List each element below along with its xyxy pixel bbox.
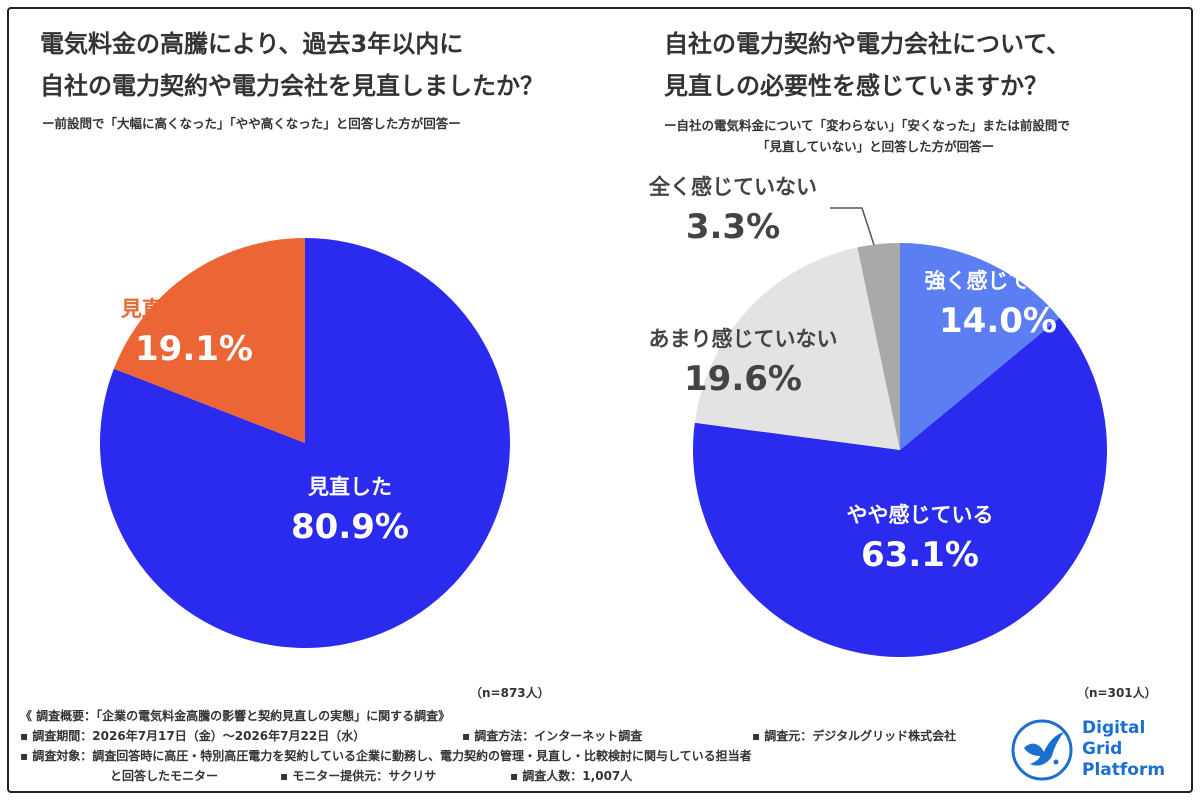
left-sample-size: （n=873人）	[470, 686, 550, 700]
right-pie-slice-3-value: 3.3%	[686, 207, 780, 247]
survey-period: ▪ 調査期間：2026年7月17日（金）〜2026年7月22日（水）	[20, 729, 366, 743]
survey-overview-title: 《 調査概要：「企業の電気料金高騰の影響と契約見直しの実態」に関する調査》	[20, 709, 451, 723]
right-pie-slice-1-label: やや感じている	[847, 503, 994, 527]
right-pie-slice-0	[900, 243, 1060, 450]
left-pie-slice-0-label: 見直した	[308, 475, 392, 499]
survey-overview: 《 調査概要：「企業の電気料金高騰の影響と契約見直しの実態」に関する調査》 ▪ …	[20, 706, 1010, 786]
right-pie-slice-2-label: あまり感じていない	[649, 327, 838, 351]
left-pie-slice-1-label: 見直していない	[121, 297, 267, 321]
logo-text: Digital Grid Platform	[1082, 718, 1165, 781]
right-pie-leader-line	[830, 207, 875, 246]
left-pie-slice-1	[113, 238, 306, 443]
logo-line3: Platform	[1082, 760, 1166, 780]
left-pie-chart: 見直した 80.9% 見直していない 19.1%	[100, 238, 511, 648]
survey-provider: ▪ モニター提供元：サクリサ	[280, 769, 437, 783]
right-chart-subtitle-line1: ー自社の電気料金について「変わらない」「安くなった」または前設問で	[664, 118, 1070, 133]
survey-count: ▪ 調査人数：1,007人	[510, 769, 633, 783]
left-chart-title-line1: 電気料金の高騰により、過去3年以内に	[40, 30, 464, 58]
left-pie-slice-0	[100, 238, 511, 648]
bird-circle-icon	[1011, 719, 1073, 781]
logo-line1: Digital	[1082, 718, 1146, 738]
right-pie-slice-1-value: 63.1%	[861, 535, 979, 575]
digital-grid-logo: Digital Grid Platform	[1010, 714, 1190, 788]
right-pie-slice-2	[694, 247, 900, 450]
right-pie-slice-3	[857, 243, 900, 450]
survey-source: ▪ 調査元：デジタルグリッド株式会社	[752, 729, 957, 743]
right-chart-title-line1: 自社の電力契約や電力会社について、	[664, 30, 1071, 58]
survey-target-cont: と回答したモニター	[110, 769, 219, 783]
right-pie-chart: 強く感じている 14.0% やや感じている 63.1% あまり感じていない 19.6% 全く…	[648, 175, 1108, 657]
logo-line2: Grid	[1082, 739, 1123, 759]
left-pie-slice-0-value: 80.9%	[291, 507, 409, 547]
survey-method: ▪ 調査方法：インターネット調査	[462, 729, 643, 743]
left-chart-subtitle: ー前設問で「大幅に高くなった」「やや高くなった」と回答した方が回答ー	[42, 116, 461, 131]
right-chart-title-line2: 見直しの必要性を感じていますか？	[664, 72, 1048, 100]
right-pie-slice-3-label: 全く感じていない	[648, 175, 817, 199]
right-pie-slice-1	[693, 318, 1108, 657]
right-pie-slice-2-value: 19.6%	[684, 359, 802, 399]
survey-target: ▪ 調査対象：調査回答時に高圧・特別高圧電力を契約している企業に勤務し、電力契約…	[20, 749, 752, 763]
left-chart-title-line2: 自社の電力契約や電力会社を見直しましたか？	[40, 72, 544, 100]
right-pie-slice-0-value: 14.0%	[939, 301, 1057, 341]
right-pie-slice-0-label: 強く感じている	[925, 269, 1072, 293]
right-chart-subtitle-line2: 「見直していない」と回答した方が回答ー	[757, 139, 995, 154]
left-pie-slice-1-value: 19.1%	[135, 329, 253, 369]
right-sample-size: （n=301人）	[1077, 686, 1157, 700]
